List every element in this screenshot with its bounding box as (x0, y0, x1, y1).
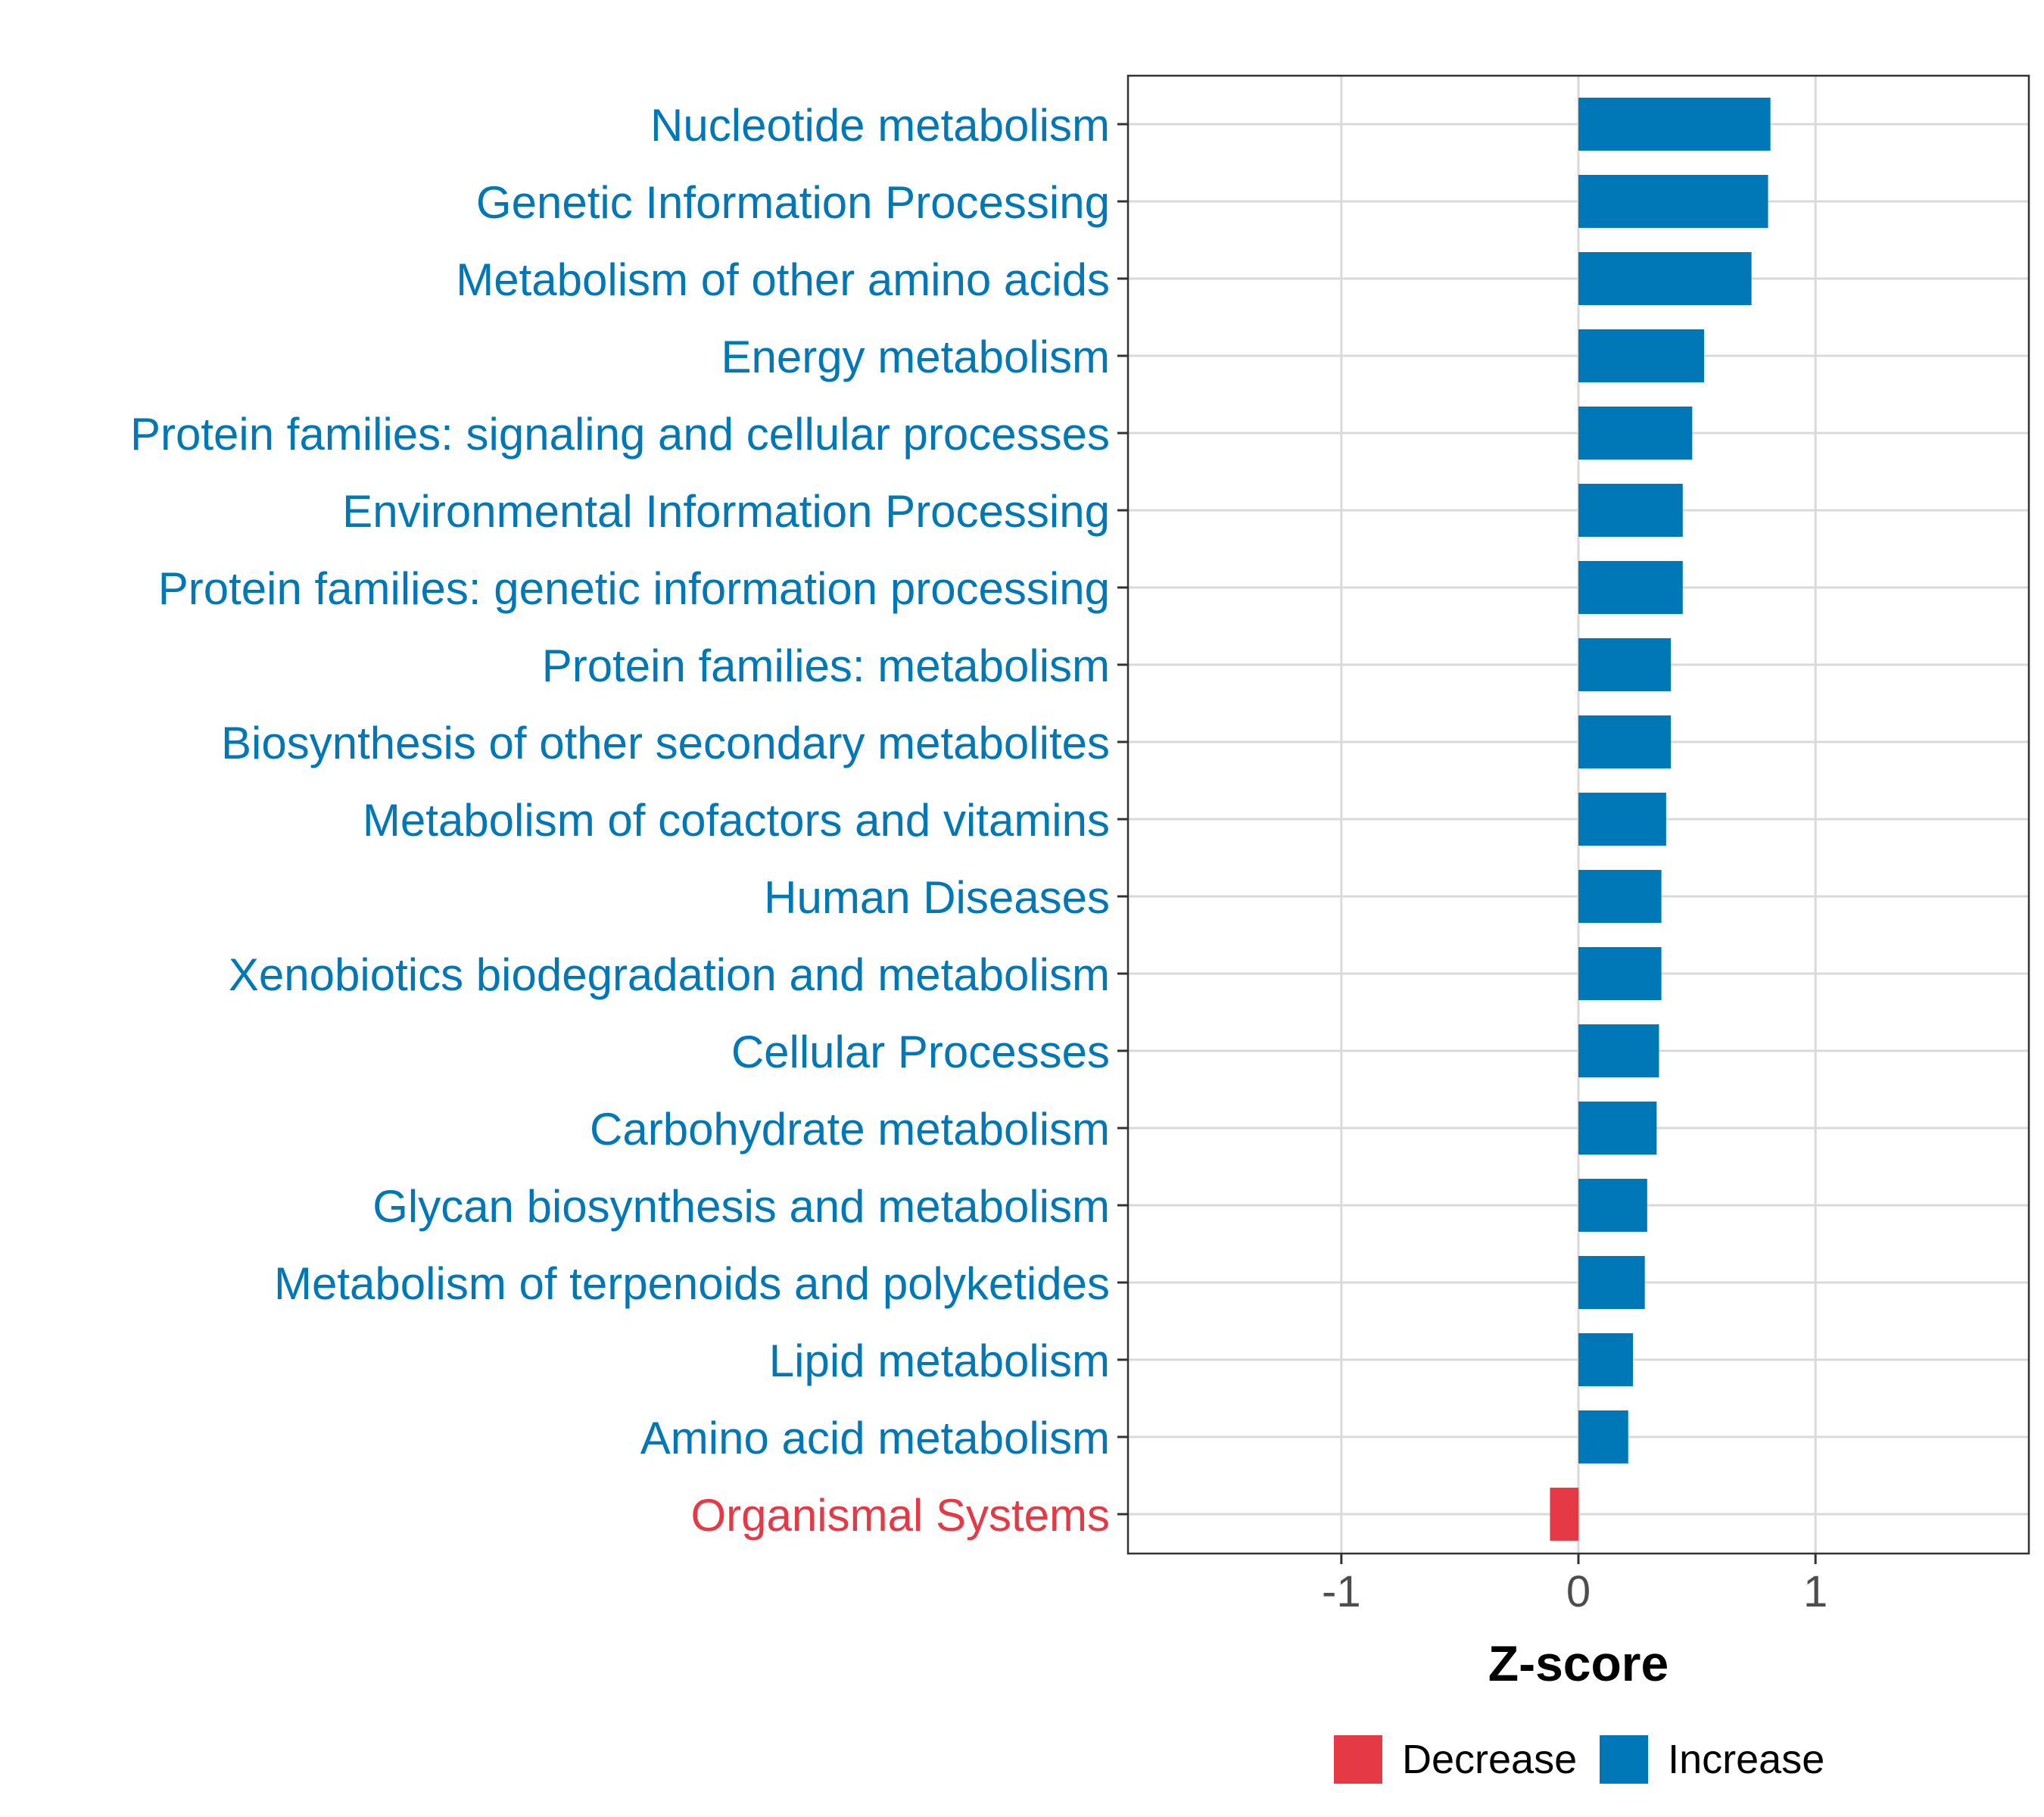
bar (1578, 175, 1768, 228)
bar (1578, 407, 1693, 460)
legend-swatch-decrease (1334, 1735, 1382, 1784)
bar (1578, 329, 1704, 382)
legend-swatch-increase (1600, 1735, 1649, 1784)
bar (1578, 1024, 1659, 1077)
bar (1578, 715, 1672, 768)
x-axis-title: Z-score (1488, 1635, 1669, 1691)
bar (1578, 252, 1752, 305)
bar (1578, 1333, 1634, 1386)
y-tick-label: Metabolism of cofactors and vitamins (363, 795, 1110, 846)
y-tick-label: Metabolism of other amino acids (456, 254, 1110, 305)
y-tick-label: Lipid metabolism (769, 1335, 1110, 1386)
bar-layer (1550, 98, 1771, 1541)
y-tick-label: Amino acid metabolism (640, 1413, 1110, 1463)
bar (1578, 98, 1771, 151)
bar (1578, 793, 1666, 846)
x-axis: -1 0 1 (1322, 1554, 1827, 1616)
bar (1578, 1256, 1645, 1309)
bar (1578, 1102, 1657, 1155)
y-tick-label: Nucleotide metabolism (650, 100, 1110, 151)
legend: Decrease Increase (1334, 1734, 1847, 1785)
bar (1578, 638, 1672, 691)
x-tick-label: -1 (1322, 1567, 1361, 1616)
legend-label-decrease: Decrease (1402, 1737, 1578, 1782)
bar (1578, 870, 1662, 923)
y-tick-label: Protein families: signaling and cellular… (130, 409, 1110, 460)
y-tick-label: Protein families: metabolism (542, 640, 1110, 691)
y-tick-label: Biosynthesis of other secondary metaboli… (221, 718, 1110, 768)
legend-item-decrease: Decrease (1334, 1735, 1577, 1784)
bar (1578, 561, 1683, 614)
y-tick-label: Environmental Information Processing (342, 486, 1110, 537)
y-tick-label: Carbohydrate metabolism (590, 1104, 1110, 1155)
y-tick-label: Metabolism of terpenoids and polyketides (274, 1258, 1110, 1309)
y-tick-label: Human Diseases (764, 872, 1110, 923)
y-tick-label: Organismal Systems (691, 1490, 1110, 1541)
y-tick-label: Xenobiotics biodegradation and metabolis… (229, 949, 1110, 1000)
bar (1578, 1410, 1628, 1463)
bar (1550, 1488, 1578, 1541)
y-tick-label: Cellular Processes (731, 1027, 1110, 1077)
bar (1578, 947, 1662, 1000)
legend-item-increase: Increase (1600, 1735, 1824, 1784)
x-tick-label: 0 (1566, 1567, 1591, 1616)
legend-label-increase: Increase (1668, 1737, 1825, 1782)
y-tick-label: Protein families: genetic information pr… (158, 563, 1110, 614)
y-tick-label: Genetic Information Processing (476, 177, 1110, 228)
bar (1578, 484, 1683, 537)
x-tick-label: 1 (1803, 1567, 1827, 1616)
y-axis: Nucleotide metabolism Genetic Information… (130, 100, 1128, 1541)
bar (1578, 1179, 1647, 1232)
y-tick-label: Glycan biosynthesis and metabolism (372, 1181, 1110, 1232)
y-tick-label: Energy metabolism (721, 332, 1110, 382)
